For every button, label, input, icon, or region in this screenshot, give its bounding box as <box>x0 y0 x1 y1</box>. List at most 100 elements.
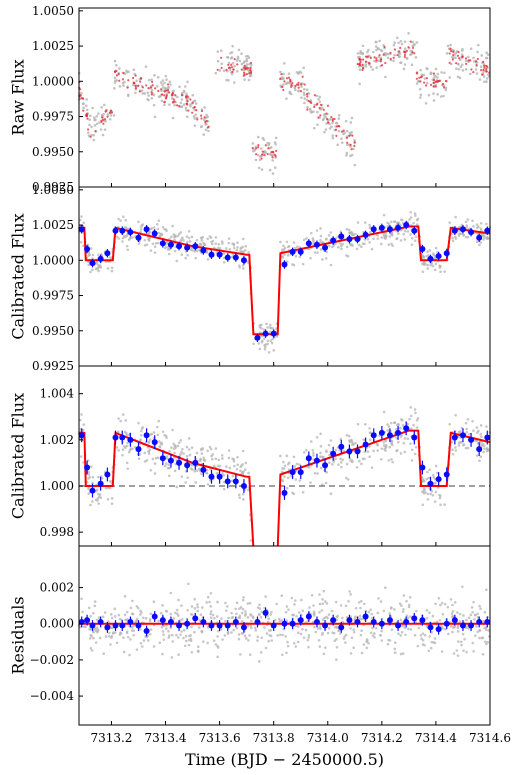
residual-point <box>344 604 348 608</box>
raw-flux-point <box>97 112 100 115</box>
calibrated-flux-point <box>387 243 391 246</box>
residual-point <box>452 626 455 630</box>
calibrated-flux-point <box>157 231 161 235</box>
raw-flux-point <box>345 154 348 157</box>
calibrated-flux-point <box>376 443 380 447</box>
raw-flux-binned-point <box>389 57 392 60</box>
residual-point <box>285 605 289 608</box>
calibrated-flux-point <box>399 452 403 455</box>
residual-point <box>472 649 475 653</box>
raw-flux-point <box>460 53 464 56</box>
residual-point <box>471 641 475 645</box>
raw-flux-binned-point <box>482 68 485 71</box>
raw-flux-binned-point <box>325 112 328 115</box>
binned-point <box>484 227 491 234</box>
residual-point <box>360 617 364 621</box>
raw-flux-point <box>115 64 118 67</box>
calibrated-flux-point <box>190 235 194 239</box>
calibrated-flux-point <box>153 245 157 248</box>
residual-point <box>407 605 411 609</box>
calibrated-flux-point <box>421 270 425 274</box>
raw-flux-point <box>392 43 396 47</box>
residual-point <box>148 619 152 623</box>
raw-flux-binned-point <box>485 68 488 71</box>
residual-point <box>171 633 174 637</box>
residual-point <box>450 612 454 615</box>
raw-flux-binned-point <box>101 118 105 121</box>
calibrated-flux-point <box>157 419 161 423</box>
calibrated-flux-point <box>237 264 241 267</box>
residual-point <box>190 625 193 629</box>
residual-point <box>365 640 368 644</box>
raw-flux-point <box>122 84 125 87</box>
raw-flux-point <box>163 81 166 85</box>
calibrated-flux-point <box>395 237 399 240</box>
raw-flux-point <box>182 90 186 94</box>
binned-residual-point <box>151 613 158 620</box>
residual-point <box>249 619 253 623</box>
calibrated-flux-point <box>87 477 90 480</box>
raw-flux-point <box>472 56 475 60</box>
calibrated-flux-point <box>141 223 145 226</box>
raw-flux-binned-point <box>361 66 365 70</box>
raw-flux-point <box>485 56 488 60</box>
raw-flux-point <box>397 41 400 45</box>
raw-flux-point <box>285 97 288 100</box>
calibrated-flux-point <box>127 450 131 454</box>
raw-flux-binned-point <box>273 153 277 156</box>
calibrated-flux-point <box>451 452 455 456</box>
residuals-axes-frame <box>78 545 491 726</box>
calibrated-flux-point <box>400 218 404 222</box>
calibrated-flux-point <box>206 237 209 241</box>
calibrated-flux-point <box>451 448 454 451</box>
calibrated-flux-point <box>82 244 85 248</box>
residual-point <box>292 641 296 645</box>
raw-flux-binned-point <box>89 135 92 138</box>
raw-flux-point <box>135 79 138 83</box>
raw-flux-binned-point <box>297 81 300 84</box>
calibrated-flux-point <box>413 452 417 456</box>
binned-point <box>395 224 402 231</box>
residual-point <box>93 604 97 608</box>
raw-flux-binned-point <box>429 83 433 86</box>
residual-point <box>349 652 353 655</box>
calibrated-flux-point <box>410 459 414 462</box>
calibrated-flux-point <box>472 429 475 432</box>
raw-flux-binned-point <box>482 60 485 63</box>
raw-flux-binned-point <box>464 57 468 60</box>
raw-flux-point <box>459 65 463 69</box>
raw-flux-binned-point <box>216 68 219 71</box>
raw-flux-binned-point <box>191 101 194 104</box>
raw-flux-point <box>302 87 306 91</box>
raw-flux-point <box>95 115 99 118</box>
calibrated-flux-point <box>345 228 349 231</box>
residual-point <box>486 640 490 644</box>
residual-point <box>171 640 175 643</box>
calibrated-flux-point <box>117 417 120 420</box>
raw-flux-point <box>115 79 119 82</box>
calibrated-flux-point <box>325 250 328 254</box>
calibrated-flux-point <box>289 474 293 478</box>
binned-point <box>135 234 142 241</box>
calibrated-flux-point <box>340 247 343 251</box>
raw-flux-point <box>152 103 156 107</box>
raw-flux-point <box>337 114 341 117</box>
raw-flux-binned-point <box>448 52 451 55</box>
calibrated-flux-point <box>397 232 400 235</box>
raw-flux-point <box>323 114 326 117</box>
binned-point <box>403 222 410 229</box>
raw-flux-point <box>396 36 399 40</box>
calibrated-flux-point <box>163 464 167 468</box>
residual-point <box>284 635 287 638</box>
raw-flux-point <box>317 97 320 101</box>
raw-flux-binned-point <box>425 77 429 80</box>
calibrated-flux-point <box>389 220 393 224</box>
raw-flux-point <box>173 103 176 107</box>
raw-flux-binned-point <box>85 113 88 116</box>
calibrated-flux-point <box>433 268 437 272</box>
raw-flux-point <box>424 101 428 105</box>
residual-point <box>206 595 210 599</box>
calibrated-flux-point <box>95 488 99 492</box>
calibrated-flux-point <box>409 210 412 214</box>
calibrated-flux-point <box>422 479 426 483</box>
